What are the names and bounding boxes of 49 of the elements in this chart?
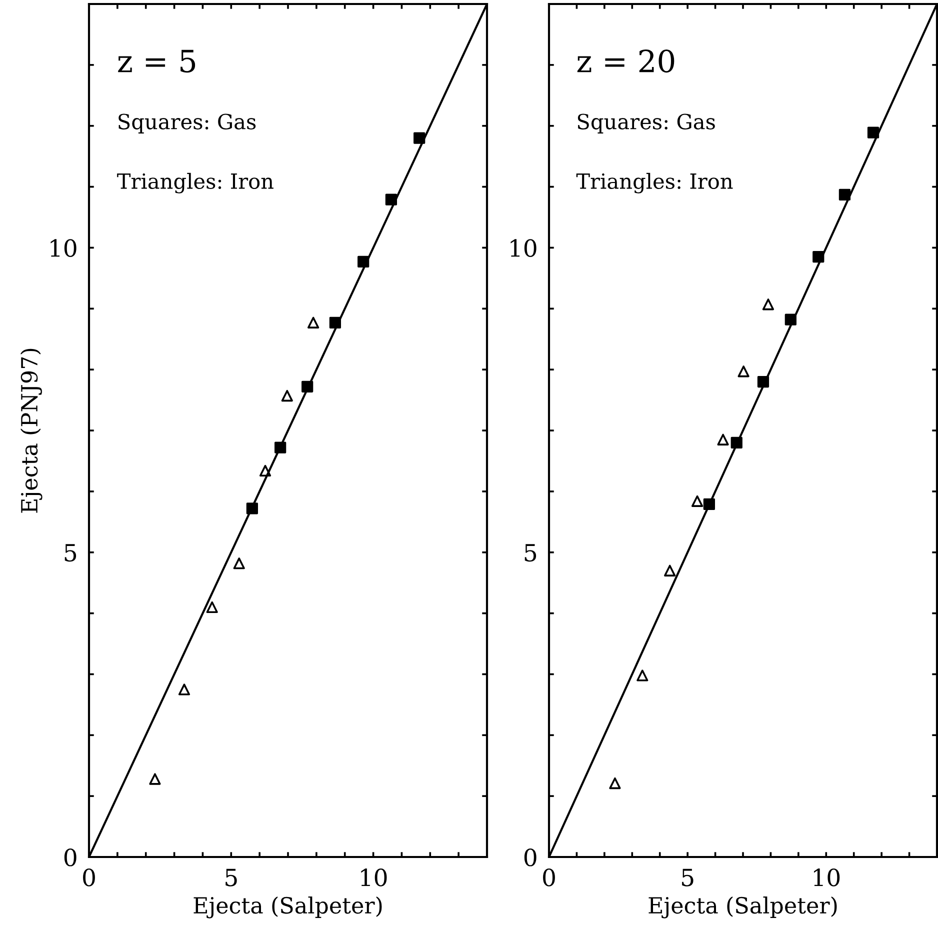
point — [717, 434, 729, 446]
x-tick-label: 10 — [361, 868, 387, 886]
point — [149, 773, 161, 785]
annotation: Triangles: Iron — [576, 172, 733, 194]
point — [762, 298, 774, 310]
x-axis-title: Ejecta (Salpeter) — [648, 896, 837, 918]
x-tick-label: 5 — [226, 868, 237, 886]
x-tick-label: 5 — [682, 868, 694, 886]
annotation: z = 20 — [577, 49, 674, 73]
point — [838, 188, 851, 201]
point — [812, 251, 824, 263]
point — [358, 256, 370, 268]
point — [302, 380, 314, 392]
point — [691, 495, 704, 507]
x-tick-label: 0 — [83, 868, 95, 886]
y-tick-label: 10 — [50, 239, 76, 258]
point — [246, 502, 258, 514]
point — [329, 316, 342, 328]
y-tick-label: 0 — [524, 848, 536, 866]
annotation: Triangles: Iron — [117, 172, 274, 194]
point — [385, 194, 398, 206]
point — [738, 366, 750, 378]
point — [206, 601, 218, 614]
point — [784, 314, 796, 326]
point — [636, 670, 648, 682]
point — [274, 442, 286, 454]
point — [414, 132, 426, 144]
y-tick-label: 5 — [64, 544, 76, 562]
point — [259, 464, 272, 477]
annotation: z = 5 — [118, 50, 196, 73]
point — [281, 390, 293, 402]
point — [233, 558, 245, 570]
annotation: Squares: Gas — [578, 114, 715, 134]
x-axis-title: Ejecta (Salpeter) — [194, 896, 382, 918]
point — [703, 498, 716, 510]
point — [609, 777, 621, 790]
point — [307, 316, 320, 328]
y-tick-label: 0 — [64, 848, 76, 866]
x-tick-label: 0 — [543, 868, 555, 886]
y-tick-label: 5 — [524, 544, 536, 562]
annotation: Squares: Gas — [118, 114, 256, 134]
x-tick-label: 10 — [814, 868, 840, 886]
y-tick-label: 10 — [510, 239, 536, 258]
point — [178, 684, 190, 696]
point — [867, 126, 880, 138]
point — [757, 376, 770, 388]
point — [730, 436, 742, 448]
point — [664, 564, 676, 576]
y-axis-title: Ejecta (PNJ97) — [20, 348, 42, 513]
